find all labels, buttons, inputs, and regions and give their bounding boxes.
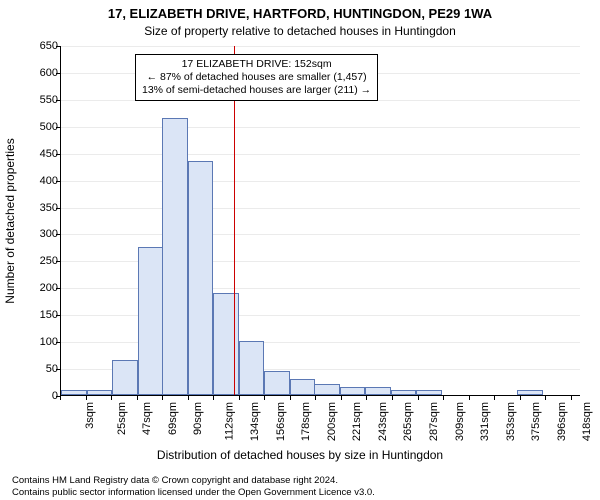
- chart-container: 17, ELIZABETH DRIVE, HARTFORD, HUNTINGDO…: [0, 0, 600, 500]
- x-tick-mark: [213, 396, 214, 400]
- x-tick-label: 69sqm: [167, 402, 179, 435]
- x-tick-mark: [418, 396, 419, 400]
- footer-attribution: Contains HM Land Registry data © Crown c…: [12, 475, 375, 498]
- histogram-bar: [290, 379, 316, 395]
- x-tick-label: 396sqm: [556, 402, 568, 441]
- x-tick-label: 134sqm: [249, 402, 261, 441]
- histogram-bar: [264, 371, 290, 395]
- x-tick-mark: [239, 396, 240, 400]
- x-tick-label: 331sqm: [479, 402, 491, 441]
- chart-title-sub: Size of property relative to detached ho…: [0, 24, 600, 38]
- y-tick-label: 300: [18, 228, 58, 240]
- x-tick-label: 265sqm: [403, 402, 415, 441]
- y-tick-label: 200: [18, 282, 58, 294]
- histogram-bar: [162, 118, 188, 395]
- x-tick-mark: [264, 396, 265, 400]
- x-tick-label: 3sqm: [84, 402, 96, 429]
- x-tick-mark: [341, 396, 342, 400]
- x-tick-mark: [545, 396, 546, 400]
- x-tick-mark: [188, 396, 189, 400]
- chart-title-main: 17, ELIZABETH DRIVE, HARTFORD, HUNTINGDO…: [0, 6, 600, 21]
- histogram-bar: [314, 384, 340, 395]
- x-tick-mark: [60, 396, 61, 400]
- y-tick-label: 450: [18, 148, 58, 160]
- gridline: [61, 234, 580, 235]
- gridline: [61, 208, 580, 209]
- annotation-box: 17 ELIZABETH DRIVE: 152sqm ← 87% of deta…: [135, 54, 378, 101]
- x-tick-label: 418sqm: [581, 402, 593, 441]
- x-tick-mark: [571, 396, 572, 400]
- y-tick-label: 100: [18, 336, 58, 348]
- x-tick-mark: [520, 396, 521, 400]
- y-tick-label: 50: [18, 363, 58, 375]
- x-tick-mark: [494, 396, 495, 400]
- x-tick-label: 178sqm: [300, 402, 312, 441]
- y-tick-label: 650: [18, 40, 58, 52]
- x-tick-label: 375sqm: [530, 402, 542, 441]
- y-tick-label: 550: [18, 94, 58, 106]
- y-axis-label: Number of detached properties: [3, 138, 17, 303]
- x-tick-mark: [366, 396, 367, 400]
- x-tick-mark: [86, 396, 87, 400]
- histogram-bar: [61, 390, 87, 395]
- histogram-bar: [87, 390, 113, 395]
- histogram-bar: [416, 390, 442, 395]
- y-tick-label: 600: [18, 67, 58, 79]
- x-tick-label: 47sqm: [141, 402, 153, 435]
- gridline: [61, 181, 580, 182]
- histogram-bar: [391, 390, 417, 395]
- histogram-bar: [365, 387, 391, 395]
- annotation-line: 17 ELIZABETH DRIVE: 152sqm: [142, 58, 371, 71]
- gridline: [61, 46, 580, 47]
- y-tick-label: 500: [18, 121, 58, 133]
- x-tick-label: 309sqm: [454, 402, 466, 441]
- x-tick-label: 112sqm: [223, 402, 235, 440]
- x-tick-mark: [443, 396, 444, 400]
- gridline: [61, 154, 580, 155]
- annotation-line: 13% of semi-detached houses are larger (…: [142, 84, 371, 97]
- x-tick-label: 243sqm: [377, 402, 389, 441]
- x-tick-label: 25sqm: [116, 402, 128, 435]
- x-axis-label: Distribution of detached houses by size …: [0, 448, 600, 462]
- histogram-bar: [138, 247, 164, 395]
- x-tick-label: 156sqm: [275, 402, 287, 441]
- y-tick-label: 400: [18, 175, 58, 187]
- x-tick-label: 200sqm: [326, 402, 338, 441]
- x-tick-label: 221sqm: [351, 402, 363, 441]
- histogram-bar: [188, 161, 214, 395]
- x-tick-label: 90sqm: [192, 402, 204, 435]
- x-tick-mark: [469, 396, 470, 400]
- footer-line: Contains public sector information licen…: [12, 487, 375, 498]
- x-tick-mark: [137, 396, 138, 400]
- annotation-line: ← 87% of detached houses are smaller (1,…: [142, 71, 371, 84]
- x-tick-mark: [162, 396, 163, 400]
- x-tick-label: 353sqm: [505, 402, 517, 441]
- histogram-bar: [112, 360, 138, 395]
- footer-line: Contains HM Land Registry data © Crown c…: [12, 475, 375, 486]
- y-tick-label: 350: [18, 202, 58, 214]
- gridline: [61, 127, 580, 128]
- histogram-bar: [239, 341, 265, 395]
- x-tick-mark: [392, 396, 393, 400]
- y-tick-label: 250: [18, 255, 58, 267]
- y-tick-label: 150: [18, 309, 58, 321]
- x-tick-mark: [315, 396, 316, 400]
- histogram-bar: [517, 390, 543, 395]
- histogram-bar: [340, 387, 366, 395]
- y-tick-label: 0: [18, 390, 58, 402]
- x-tick-label: 287sqm: [428, 402, 440, 441]
- x-tick-mark: [290, 396, 291, 400]
- x-tick-mark: [111, 396, 112, 400]
